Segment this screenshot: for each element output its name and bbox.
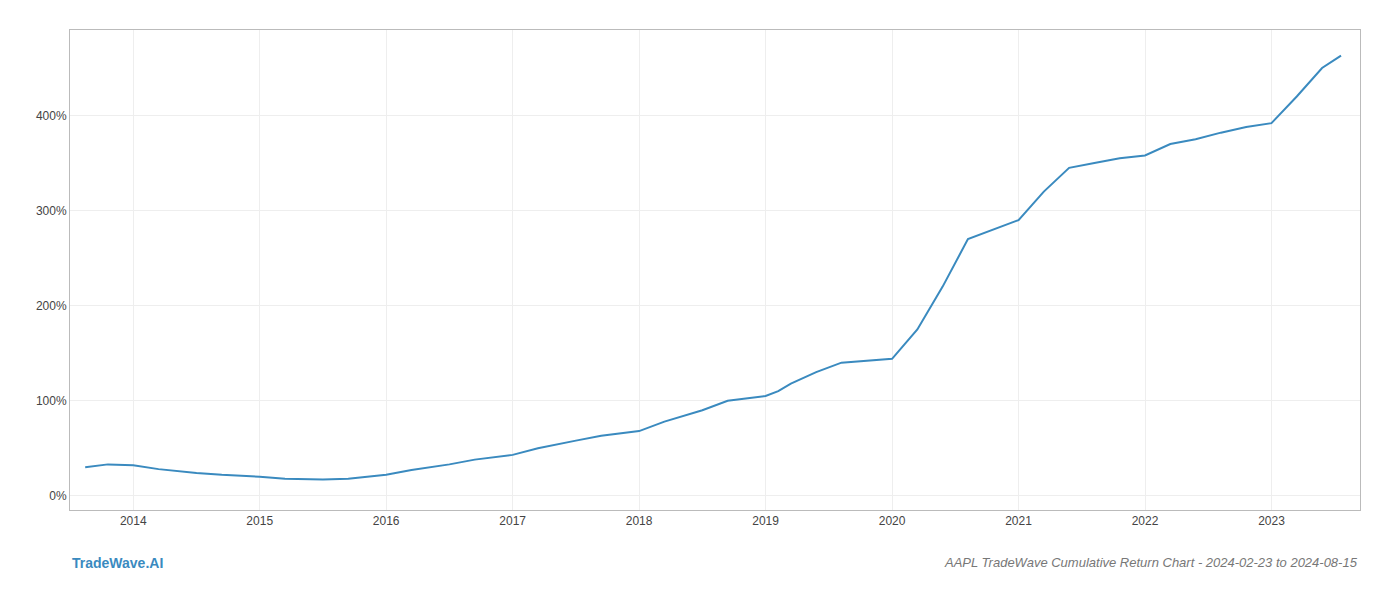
svg-text:200%: 200% (36, 299, 67, 313)
svg-text:2021: 2021 (1005, 514, 1032, 528)
svg-text:AAPL TradeWave Cumulative Retu: AAPL TradeWave Cumulative Return Chart -… (944, 555, 1358, 570)
svg-text:2014: 2014 (120, 514, 147, 528)
svg-text:2022: 2022 (1132, 514, 1159, 528)
svg-text:2015: 2015 (246, 514, 273, 528)
svg-text:400%: 400% (36, 109, 67, 123)
svg-text:TradeWave.AI: TradeWave.AI (72, 555, 163, 571)
svg-text:2020: 2020 (879, 514, 906, 528)
svg-text:2018: 2018 (626, 514, 653, 528)
svg-text:2019: 2019 (752, 514, 779, 528)
svg-text:300%: 300% (36, 204, 67, 218)
svg-text:100%: 100% (36, 394, 67, 408)
svg-text:0%: 0% (49, 489, 67, 503)
svg-text:2023: 2023 (1258, 514, 1285, 528)
svg-text:2016: 2016 (373, 514, 400, 528)
svg-text:2017: 2017 (499, 514, 526, 528)
